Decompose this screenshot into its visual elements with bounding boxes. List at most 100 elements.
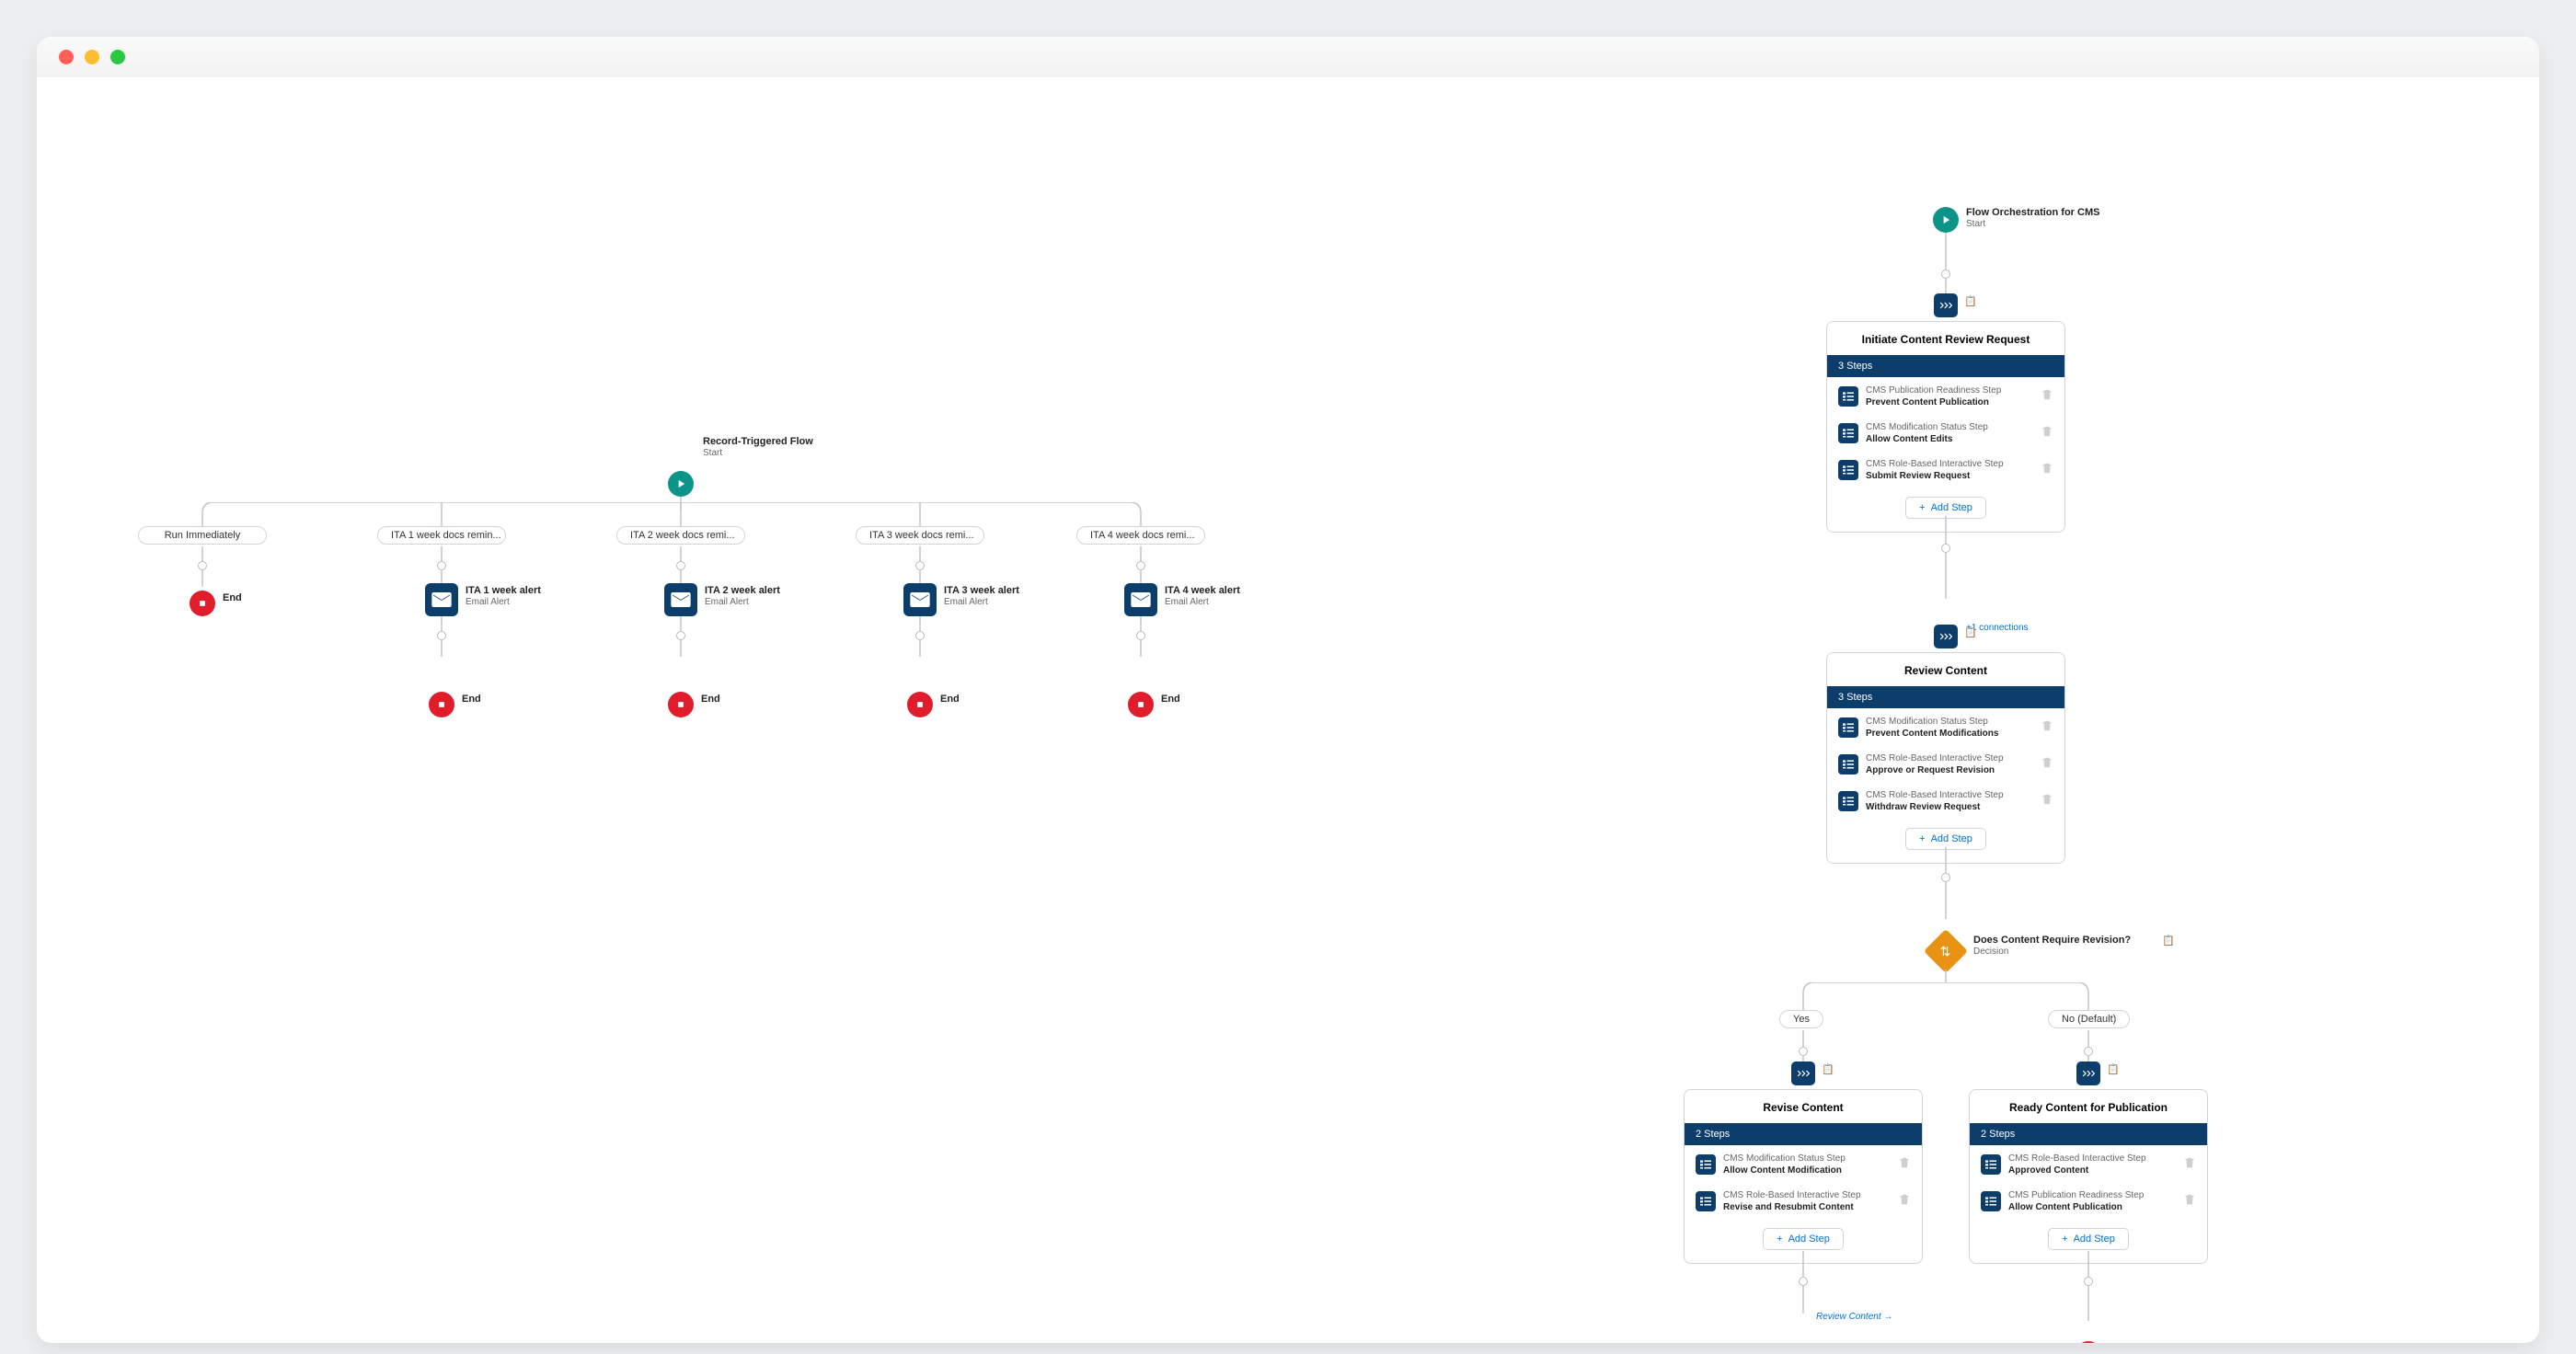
trash-icon[interactable] [2041, 462, 2053, 479]
clipboard-icon[interactable]: 📋 [1964, 295, 1977, 307]
connector-dot[interactable] [915, 561, 925, 570]
trash-icon[interactable] [2041, 756, 2053, 774]
add-step-button[interactable]: +Add Step [2048, 1228, 2129, 1250]
stage-band: 2 Steps [1970, 1123, 2207, 1145]
stage-card[interactable]: Revise Content2 StepsCMS Modification St… [1684, 1089, 1923, 1264]
stage-band: 3 Steps [1827, 686, 2064, 708]
trash-icon[interactable] [2183, 1156, 2196, 1174]
add-step-button[interactable]: +Add Step [1905, 828, 1986, 850]
connector-dot[interactable] [2084, 1047, 2093, 1056]
step-icon [1838, 717, 1858, 738]
connector-dot[interactable] [915, 631, 925, 640]
stage-chip-icon[interactable] [1791, 1061, 1815, 1085]
alert-label: ITA 1 week alertEmail Alert [466, 585, 541, 607]
step-row[interactable]: CMS Role-Based Interactive StepRevise an… [1685, 1182, 1922, 1219]
end-label: End [940, 694, 960, 705]
connector-dot[interactable] [676, 561, 685, 570]
step-row[interactable]: CMS Role-Based Interactive StepApprove o… [1827, 745, 2064, 782]
trash-icon[interactable] [2041, 719, 2053, 737]
minimize-icon[interactable] [85, 50, 99, 64]
add-step-button[interactable]: +Add Step [1905, 497, 1986, 519]
connector-dot[interactable] [2084, 1277, 2093, 1286]
step-row[interactable]: CMS Role-Based Interactive StepApproved … [1970, 1145, 2207, 1182]
email-alert-icon[interactable] [1124, 583, 1157, 616]
start-icon[interactable] [668, 471, 694, 497]
step-row[interactable]: CMS Publication Readiness StepPrevent Co… [1827, 377, 2064, 414]
clipboard-icon[interactable]: 📋 [1964, 626, 1977, 638]
start-icon[interactable] [1933, 207, 1959, 233]
end-icon[interactable] [429, 692, 454, 717]
titlebar [37, 37, 2539, 77]
step-row[interactable]: CMS Role-Based Interactive StepWithdraw … [1827, 782, 2064, 819]
step-text: CMS Role-Based Interactive StepApproved … [2008, 1153, 2176, 1176]
branch-pill[interactable]: ITA 4 week docs remi... [1076, 526, 1205, 545]
end-icon[interactable] [1128, 692, 1154, 717]
alert-label: ITA 4 week alertEmail Alert [1165, 585, 1240, 607]
trash-icon[interactable] [2041, 793, 2053, 810]
maximize-icon[interactable] [110, 50, 125, 64]
branch-pill[interactable]: ITA 2 week docs remi... [616, 526, 745, 545]
step-row[interactable]: CMS Publication Readiness StepAllow Cont… [1970, 1182, 2207, 1219]
step-text: CMS Modification Status StepAllow Conten… [1723, 1153, 1891, 1176]
decision-no-pill[interactable]: No (Default) [2048, 1010, 2130, 1028]
end-icon[interactable] [668, 692, 694, 717]
end-icon[interactable] [190, 591, 215, 616]
step-row[interactable]: CMS Role-Based Interactive StepSubmit Re… [1827, 451, 2064, 488]
email-alert-icon[interactable] [664, 583, 697, 616]
connector-dot[interactable] [1136, 631, 1145, 640]
trash-icon[interactable] [2041, 388, 2053, 406]
close-icon[interactable] [59, 50, 74, 64]
step-row[interactable]: CMS Modification Status StepAllow Conten… [1685, 1145, 1922, 1182]
connector-dot[interactable] [1941, 544, 1950, 553]
step-row[interactable]: CMS Modification Status StepPrevent Cont… [1827, 708, 2064, 745]
step-icon [1981, 1191, 2001, 1211]
add-step-button[interactable]: +Add Step [1763, 1228, 1844, 1250]
clipboard-icon[interactable]: 📋 [1822, 1063, 1834, 1075]
step-text: CMS Modification Status StepPrevent Cont… [1866, 716, 2033, 740]
stage-card[interactable]: Initiate Content Review Request3 StepsCM… [1826, 321, 2065, 533]
step-text: CMS Modification Status StepAllow Conten… [1866, 421, 2033, 445]
email-alert-icon[interactable] [903, 583, 937, 616]
end-icon[interactable] [907, 692, 933, 717]
trash-icon[interactable] [2041, 425, 2053, 442]
connector-dot[interactable] [1799, 1277, 1808, 1286]
decision-icon[interactable]: ⇅ [1924, 929, 1968, 973]
email-alert-icon[interactable] [425, 583, 458, 616]
trash-icon[interactable] [1898, 1156, 1911, 1174]
branch-pill[interactable]: ITA 1 week docs remin... [377, 526, 506, 545]
connector-dot[interactable] [198, 561, 207, 570]
stage-chip-icon[interactable] [1934, 293, 1958, 317]
end-icon[interactable] [2076, 1341, 2101, 1343]
connector-dot[interactable] [676, 631, 685, 640]
stage-chip-icon[interactable] [1934, 625, 1958, 648]
connector-dot[interactable] [1941, 873, 1950, 882]
step-icon [1981, 1154, 2001, 1175]
connector-dot[interactable] [1941, 270, 1950, 279]
traffic-lights [59, 50, 125, 64]
connector-dot[interactable] [437, 631, 446, 640]
branch-pill[interactable]: Run Immediately [138, 526, 267, 545]
stage-card[interactable]: Ready Content for Publication2 StepsCMS … [1969, 1089, 2208, 1264]
connector-dot[interactable] [437, 561, 446, 570]
connector-dot[interactable] [1136, 561, 1145, 570]
branch-pill[interactable]: ITA 3 week docs remi... [856, 526, 984, 545]
trash-icon[interactable] [2183, 1193, 2196, 1211]
goto-link[interactable]: Review Content → [1816, 1312, 1892, 1322]
clipboard-icon[interactable]: 📋 [2162, 935, 2175, 947]
stage-chip-icon[interactable] [2076, 1061, 2100, 1085]
clipboard-icon[interactable]: 📋 [2107, 1063, 2120, 1075]
step-row[interactable]: CMS Modification Status StepAllow Conten… [1827, 414, 2064, 451]
decision-yes-pill[interactable]: Yes [1779, 1010, 1823, 1028]
stage-title: Review Content [1827, 653, 2064, 686]
stage-card[interactable]: Review Content3 Steps CMS Modification St… [1826, 652, 2065, 864]
step-icon [1838, 386, 1858, 407]
step-text: CMS Role-Based Interactive StepSubmit Re… [1866, 458, 2033, 482]
step-icon [1838, 791, 1858, 811]
alert-label: ITA 3 week alertEmail Alert [944, 585, 1019, 607]
step-icon [1838, 754, 1858, 775]
connector-dot[interactable] [1799, 1047, 1808, 1056]
flow-canvas[interactable]: Record-Triggered FlowStartRun Immediatel… [37, 77, 2539, 1343]
trash-icon[interactable] [1898, 1193, 1911, 1211]
stage-band: 3 Steps [1827, 355, 2064, 377]
step-icon [1838, 460, 1858, 480]
